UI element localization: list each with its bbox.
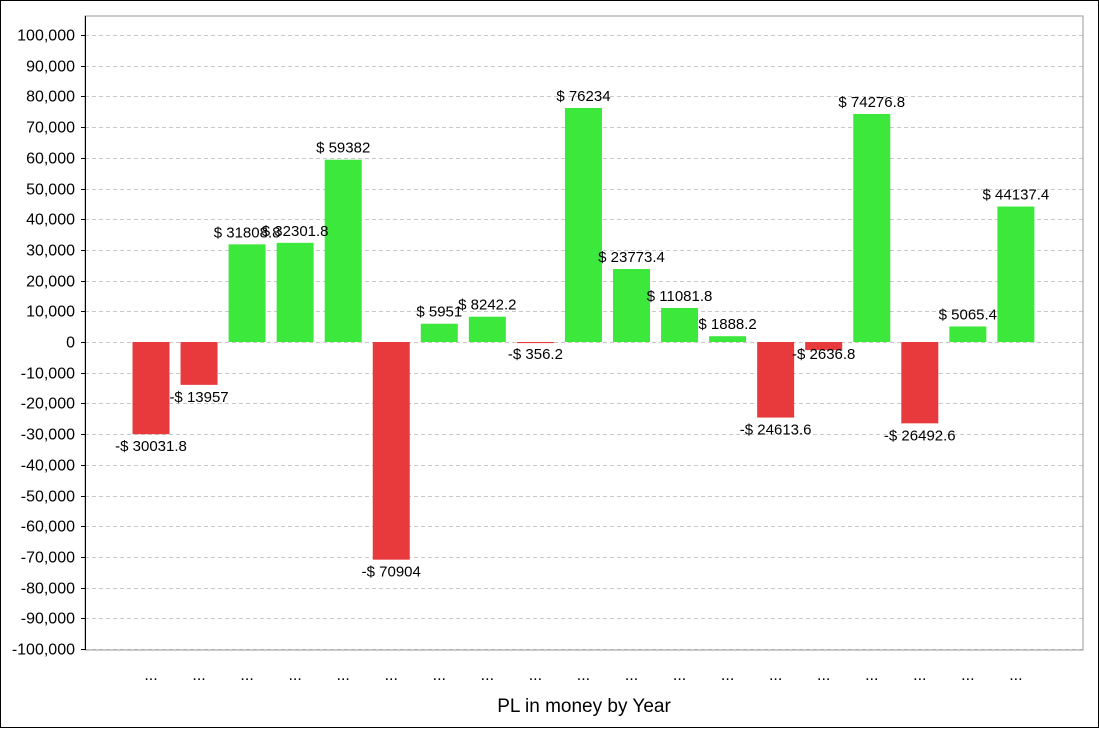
x-tick-label: ... — [433, 667, 446, 684]
data-label: $ 31808.8 — [214, 224, 281, 241]
bar — [709, 336, 747, 342]
bar — [420, 323, 458, 342]
x-tick-label: ... — [961, 667, 974, 684]
y-tick-label: -80,000 — [21, 581, 75, 598]
data-label: -$ 356.2 — [508, 346, 563, 363]
x-tick-label: ... — [769, 667, 782, 684]
y-tick-label: -60,000 — [21, 519, 75, 536]
x-tick-label: ... — [865, 667, 878, 684]
x-tick-label: ... — [192, 667, 205, 684]
bar — [324, 159, 362, 342]
y-tick-label: -90,000 — [21, 611, 75, 628]
data-label: $ 5065.4 — [939, 306, 997, 323]
bar — [661, 307, 699, 342]
x-tick-label: ... — [481, 667, 494, 684]
y-tick-label: 60,000 — [26, 151, 75, 168]
y-tick-label: -40,000 — [21, 458, 75, 475]
bar — [516, 342, 554, 344]
x-axis-title: PL in money by Year — [497, 696, 671, 717]
y-tick-label: -20,000 — [21, 396, 75, 413]
bar — [372, 342, 410, 560]
y-tick-label: -70,000 — [21, 550, 75, 567]
data-label: $ 44137.4 — [983, 186, 1050, 203]
y-tick-label: 90,000 — [26, 59, 75, 76]
data-label: -$ 24613.6 — [740, 422, 812, 439]
x-tick-label: ... — [577, 667, 590, 684]
x-tick-label: ... — [529, 667, 542, 684]
bar — [468, 316, 506, 342]
x-tick-label: ... — [721, 667, 734, 684]
bar — [132, 342, 170, 435]
y-tick-label: 50,000 — [26, 182, 75, 199]
data-labels: -$ 30031.8 -$ 13957 $ 31808.8$ 32301.8 $ 59… — [115, 88, 1049, 581]
y-tick-label: -100,000 — [12, 642, 75, 659]
x-tick-label: ... — [817, 667, 830, 684]
data-label: $ 11081.8 — [647, 288, 713, 305]
data-label: $ 8242.2 — [458, 297, 516, 314]
data-label: $ 74276.8 — [838, 94, 905, 111]
bar — [853, 113, 891, 343]
x-tick-label: ... — [240, 667, 253, 684]
x-tick-label: ... — [144, 667, 157, 684]
x-tick-label: ... — [673, 667, 686, 684]
x-tick-label: ... — [337, 667, 350, 684]
bar — [276, 242, 314, 342]
data-label: $ 5951 — [416, 304, 462, 321]
x-tick-label: ... — [625, 667, 638, 684]
y-tick-label: -50,000 — [21, 489, 75, 506]
y-tick-label: 40,000 — [26, 212, 75, 229]
y-tick-label: 30,000 — [26, 243, 75, 260]
bar — [564, 107, 602, 343]
y-tick-label: -10,000 — [21, 366, 75, 383]
data-label: -$ 30031.8 — [115, 438, 187, 455]
x-tick-label: ... — [288, 667, 301, 684]
data-label: $ 1888.2 — [698, 316, 756, 333]
bar — [613, 269, 650, 342]
bar — [901, 342, 939, 424]
y-tick-label: -30,000 — [21, 427, 75, 444]
y-tick-label: 80,000 — [26, 89, 75, 106]
bar — [949, 326, 987, 342]
x-tick-label: ... — [385, 667, 398, 684]
bar — [997, 206, 1035, 342]
y-tick-label: 70,000 — [26, 120, 75, 137]
data-label: -$ 13957 — [169, 389, 228, 406]
data-label: -$ 2636.8 — [792, 346, 855, 363]
y-tick-label: 20,000 — [26, 274, 75, 291]
axes: 100,000 90,000 80,000 70,000 60,000 50,000 40,… — [12, 16, 1023, 684]
data-label: $ 59382 — [316, 140, 370, 157]
data-label: $ 76234 — [556, 88, 610, 105]
x-tick-label: ... — [913, 667, 926, 684]
bar — [228, 244, 266, 342]
data-label: -$ 70904 — [362, 564, 421, 581]
bar — [805, 342, 843, 351]
x-tick-label: ... — [1009, 667, 1022, 684]
data-label: $ 23773.4 — [598, 249, 665, 266]
data-label: $ 32301.8 — [262, 223, 329, 240]
y-tick-label: 0 — [66, 335, 75, 352]
bars — [132, 107, 1035, 560]
y-tick-label: 10,000 — [26, 304, 75, 321]
y-tick-label: 100,000 — [17, 28, 75, 45]
bar — [757, 342, 795, 418]
data-label: -$ 26492.6 — [884, 427, 956, 444]
bar — [180, 342, 218, 385]
